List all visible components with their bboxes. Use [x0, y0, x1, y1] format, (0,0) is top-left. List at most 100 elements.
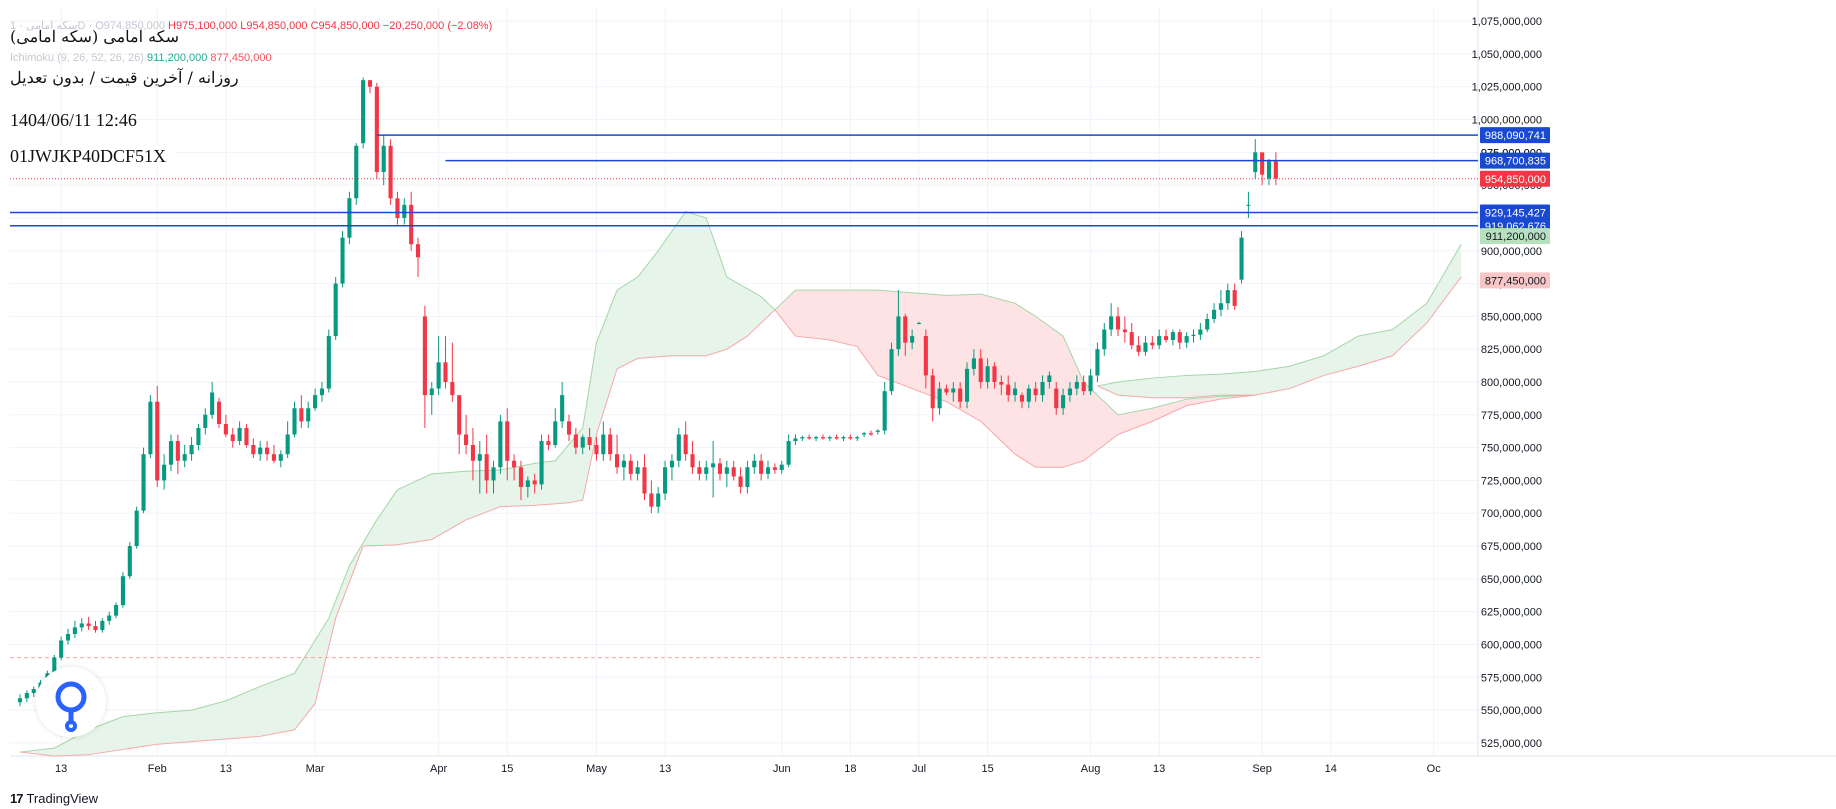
candle-body [1157, 336, 1162, 346]
hline-price-tag-text: 968,700,835 [1485, 156, 1546, 168]
candle-body [724, 467, 729, 474]
candle-body [518, 467, 524, 487]
candle-body [786, 441, 791, 465]
candle-body [196, 427, 201, 445]
candle-body [1019, 395, 1024, 402]
y-tick-label: 1,075,000,000 [1472, 16, 1542, 28]
candle-body [923, 336, 928, 376]
candle-body [910, 336, 915, 343]
candle-body [450, 382, 455, 396]
senkou-span-a [19, 210, 776, 753]
candle-body [800, 437, 805, 439]
candle-body [765, 467, 771, 474]
x-tick-label: Aug [1081, 763, 1101, 775]
candle-body [326, 336, 331, 389]
candle-body [958, 388, 963, 402]
tradingview-brand[interactable]: 17 TradingView [10, 791, 98, 806]
candle-body [759, 460, 764, 474]
price-tags: 988,090,741968,700,835929,145,427919,062… [1480, 127, 1550, 289]
candle-body [882, 391, 887, 431]
candle-body [1246, 204, 1251, 206]
candle-body [223, 423, 228, 435]
ichimoku-label: Ichimoku (9, 26, 52, 26, 26) [10, 52, 144, 64]
candle-body [793, 438, 798, 442]
y-tick-label: 1,050,000,000 [1472, 49, 1542, 61]
price-axis[interactable]: 525,000,000 550,000,000 575,000,000 600,000… [1472, 16, 1542, 750]
candle-body [752, 460, 757, 468]
candle-body [738, 476, 743, 487]
candle-body [168, 441, 174, 465]
candle-body [1218, 303, 1223, 310]
candle-body [1150, 342, 1155, 346]
y-tick-label: 1,025,000,000 [1472, 82, 1542, 94]
candle-body [1184, 336, 1189, 343]
candle-body [491, 467, 496, 481]
candle-body [134, 510, 139, 547]
ohlc-values: سکه امامی · 1D · O974,850,000 H975,100,0… [10, 19, 492, 32]
candle-body [1136, 345, 1141, 352]
candle-body [1266, 161, 1272, 179]
candle-body [1198, 329, 1203, 335]
candle-body [683, 434, 688, 455]
horizontal-lines [10, 134, 1478, 227]
candle-body [1006, 384, 1011, 396]
candle-body [587, 437, 592, 445]
chart-datetime: 1404/06/11 12:46 [10, 110, 137, 130]
candle-body [594, 444, 599, 455]
candle-body [1109, 316, 1114, 330]
candle-body [676, 434, 681, 461]
candle-body [347, 198, 352, 238]
x-tick-label: 18 [844, 763, 856, 775]
candle-body [230, 434, 235, 442]
tradingview-logo-icon: 17 [10, 791, 24, 806]
candle-body [415, 244, 421, 258]
candle-body [1205, 319, 1210, 330]
candle-body [621, 460, 626, 468]
ichimoku-tag-green-text: 911,200,000 [1486, 231, 1546, 243]
x-tick-label: 13 [1153, 763, 1165, 775]
candle-body [601, 434, 606, 455]
candle-body [374, 86, 379, 173]
candle-body [1115, 316, 1121, 330]
candle-body [278, 454, 283, 461]
chart-code: 01JWJKP40DCF51X [10, 146, 175, 167]
candle-body [525, 480, 530, 487]
candle-body [72, 627, 77, 634]
candle-body [216, 401, 222, 424]
candle-body [1143, 342, 1148, 352]
candle-body [669, 460, 674, 468]
candle-body [52, 657, 57, 674]
x-tick-label: Jul [912, 763, 926, 775]
candle-body [1061, 395, 1066, 409]
x-tick-label: 14 [1325, 763, 1337, 775]
candle-body [162, 464, 167, 481]
candle-body [690, 454, 695, 468]
candle-body [1088, 375, 1093, 392]
candle-body [333, 283, 338, 337]
candle-body [663, 467, 668, 494]
ichimoku-value-1: 911,200,000 [146, 52, 208, 64]
candle-body [402, 204, 407, 218]
candle-body [271, 454, 276, 461]
candle-body [457, 395, 462, 435]
candle-body [395, 198, 400, 218]
candle-body [1170, 332, 1175, 341]
candle-body [114, 605, 119, 616]
candle-body [86, 623, 91, 627]
candle-body [656, 493, 661, 507]
candle-body [868, 433, 874, 435]
candle-body [553, 421, 558, 445]
candle-body [203, 414, 208, 428]
candle-body [546, 441, 551, 445]
candle-body [1260, 152, 1265, 175]
candle-body [1163, 336, 1169, 341]
candle-body [1232, 290, 1237, 306]
candle-body [532, 480, 537, 485]
close-value: C954,850,000 [310, 20, 380, 32]
candle-body [436, 362, 441, 389]
time-axis[interactable]: 13 Feb 13 Mar Apr 15 May 13 Jun 18 Jul 15 Aug 13 Sep 14… [55, 763, 1441, 775]
y-tick-label: 1,000,000,000 [1472, 115, 1542, 127]
candle-body [896, 316, 901, 350]
candle-body [560, 395, 565, 422]
